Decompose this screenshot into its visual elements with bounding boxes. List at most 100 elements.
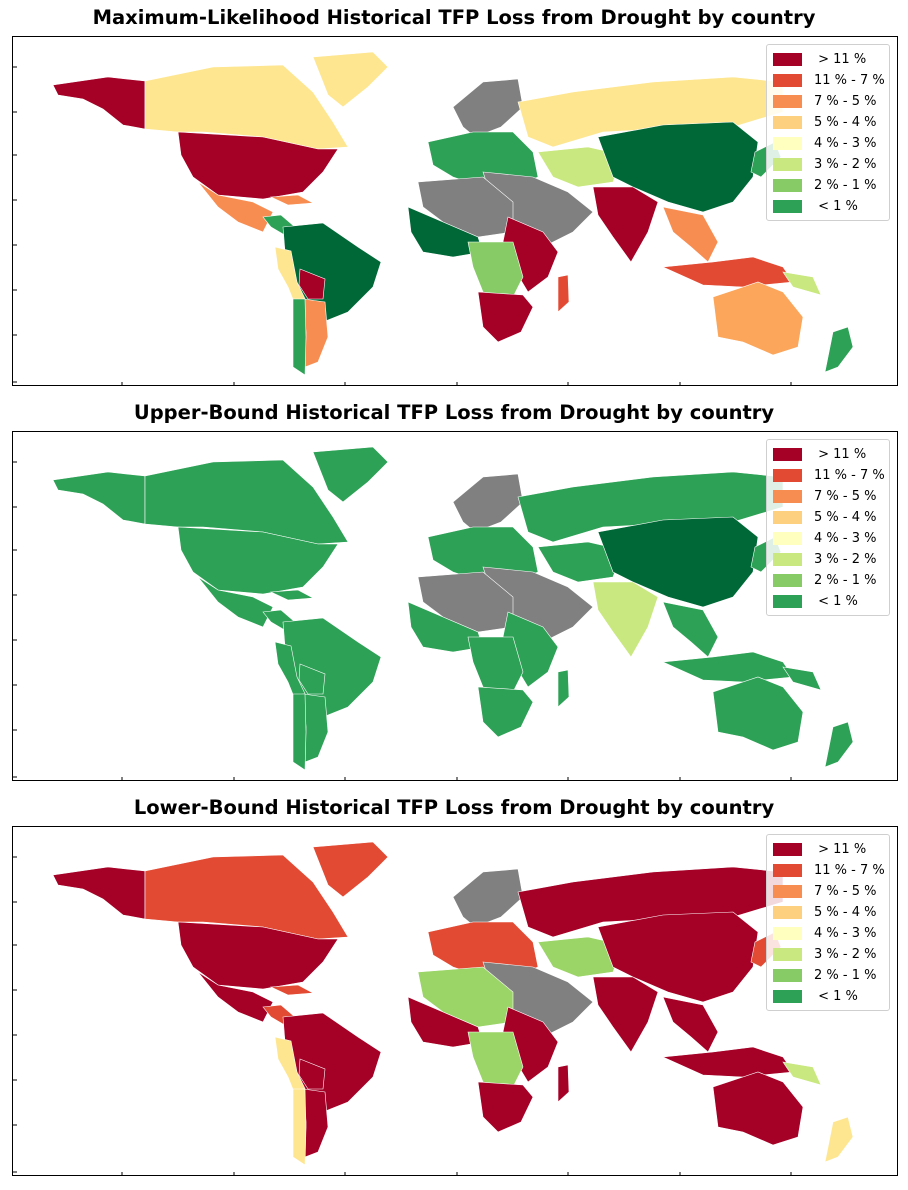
legend-swatch: [773, 448, 802, 461]
country-region-central-africa: [467, 241, 524, 298]
legend-swatch: [773, 969, 802, 982]
country-region-caribbean: [269, 589, 315, 601]
map-panel-lower-bound: Lower-Bound Historical TFP Loss from Dro…: [0, 794, 908, 1180]
legend-item: 3 % - 2 %: [773, 154, 883, 175]
map-title: Lower-Bound Historical TFP Loss from Dro…: [133, 796, 775, 819]
legend-label: > 11 %: [814, 447, 867, 462]
legend-swatch: [773, 53, 802, 66]
legend-swatch: [773, 595, 802, 608]
country-region-southern-africa: [477, 1081, 534, 1133]
country-region-southern-africa: [477, 686, 534, 738]
legend-item: 11 % - 7 %: [773, 465, 885, 486]
country-region-new-zealand: [824, 326, 854, 373]
legend: > 11 % 11 % - 7 % 7 % - 5 % 5 % - 4 % 4 % - …: [766, 439, 890, 616]
map-frame: > 11 % 11 % - 7 % 7 % - 5 % 5 % - 4 % 4 % - …: [12, 826, 898, 1176]
country-region-caribbean: [269, 194, 315, 206]
country-region-canada: [144, 854, 349, 940]
map-title: Upper-Bound Historical TFP Loss from Dro…: [133, 401, 775, 424]
legend-item: > 11 %: [773, 444, 883, 465]
map-title: Maximum-Likelihood Historical TFP Loss f…: [92, 6, 816, 29]
legend-swatch: [773, 490, 802, 503]
legend-item: 5 % - 4 %: [773, 112, 883, 133]
country-region-greenland: [312, 841, 389, 898]
legend-label: 11 % - 7 %: [814, 468, 885, 483]
legend-item: 4 % - 3 %: [773, 528, 883, 549]
country-region-bolivia: [298, 663, 326, 695]
legend-swatch: [773, 116, 802, 129]
country-region-chile: [292, 1088, 307, 1166]
legend-item: 4 % - 3 %: [773, 923, 883, 944]
map-frame: > 11 % 11 % - 7 % 7 % - 5 % 5 % - 4 % 4 % - …: [12, 36, 898, 386]
legend: > 11 % 11 % - 7 % 7 % - 5 % 5 % - 4 % 4 % - …: [766, 834, 890, 1011]
country-region-china: [597, 121, 759, 213]
country-region-new-zealand: [824, 1116, 854, 1163]
legend-label: 5 % - 4 %: [814, 905, 877, 920]
legend-swatch: [773, 927, 802, 940]
country-region-russia: [517, 76, 784, 148]
legend-label: < 1 %: [814, 199, 858, 214]
legend-item: < 1 %: [773, 986, 883, 1007]
legend-item: 11 % - 7 %: [773, 70, 885, 91]
country-region-alaska: [52, 471, 146, 525]
country-region-argentina: [302, 693, 329, 763]
country-region-scandinavia: [452, 473, 524, 533]
legend-label: 4 % - 3 %: [814, 531, 877, 546]
legend-swatch: [773, 137, 802, 150]
country-region-alaska: [52, 76, 146, 130]
legend-swatch: [773, 95, 802, 108]
legend-swatch: [773, 906, 802, 919]
country-region-greenland: [312, 51, 389, 108]
legend-swatch: [773, 885, 802, 898]
country-region-indonesia: [661, 1046, 794, 1078]
country-region-west-africa: [407, 206, 484, 258]
country-region-caribbean: [269, 984, 315, 996]
country-region-sahara: [417, 966, 514, 1028]
legend-item: 2 % - 1 %: [773, 570, 883, 591]
country-region-chile: [292, 693, 307, 771]
legend-label: 5 % - 4 %: [814, 510, 877, 525]
legend-label: 3 % - 2 %: [814, 157, 877, 172]
legend-swatch: [773, 532, 802, 545]
world-map: [13, 446, 854, 780]
legend-label: 3 % - 2 %: [814, 552, 877, 567]
legend-label: 2 % - 1 %: [814, 573, 877, 588]
country-region-russia: [517, 471, 784, 543]
country-region-new-zealand: [824, 721, 854, 768]
legend-item: 2 % - 1 %: [773, 175, 883, 196]
legend-label: 11 % - 7 %: [814, 863, 885, 878]
legend-item: 7 % - 5 %: [773, 91, 883, 112]
country-region-madagascar: [557, 274, 570, 313]
country-region-central-asia: [537, 541, 624, 583]
country-region-central-africa: [467, 636, 524, 693]
country-region-india: [592, 186, 659, 263]
legend-item: 3 % - 2 %: [773, 549, 883, 570]
legend-item: < 1 %: [773, 591, 883, 612]
country-region-india: [592, 976, 659, 1053]
country-region-indonesia: [661, 651, 794, 683]
legend-label: 2 % - 1 %: [814, 968, 877, 983]
country-region-sahara: [417, 571, 514, 633]
legend-item: 3 % - 2 %: [773, 944, 883, 965]
legend: > 11 % 11 % - 7 % 7 % - 5 % 5 % - 4 % 4 % - …: [766, 44, 890, 221]
legend-swatch: [773, 74, 802, 87]
legend-label: > 11 %: [814, 52, 867, 67]
legend-item: 11 % - 7 %: [773, 860, 885, 881]
country-region-australia: [712, 676, 804, 751]
legend-swatch: [773, 469, 802, 482]
country-region-indonesia: [661, 256, 794, 288]
country-region-madagascar: [557, 1064, 570, 1103]
legend-label: 4 % - 3 %: [814, 926, 877, 941]
legend-swatch: [773, 843, 802, 856]
legend-swatch: [773, 158, 802, 171]
country-region-png: [782, 1061, 822, 1086]
legend-swatch: [773, 948, 802, 961]
legend-swatch: [773, 990, 802, 1003]
country-region-central-asia: [537, 146, 624, 188]
country-region-scandinavia: [452, 78, 524, 138]
legend-swatch: [773, 553, 802, 566]
country-region-sahara: [417, 176, 514, 238]
country-region-russia: [517, 866, 784, 938]
country-region-india: [592, 581, 659, 658]
country-region-southeast-asia: [662, 206, 719, 263]
world-map: [13, 841, 854, 1175]
